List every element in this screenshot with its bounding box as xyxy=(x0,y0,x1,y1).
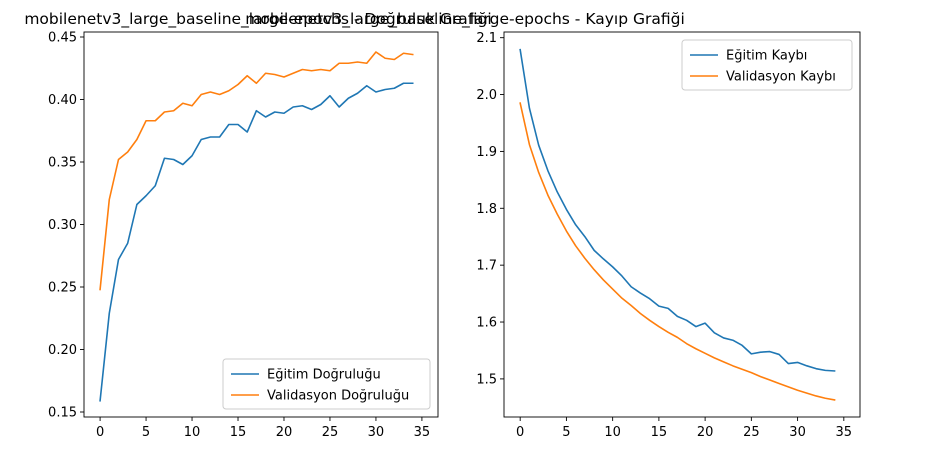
x-tick-label: 20 xyxy=(697,425,714,440)
legend-label-2: Validasyon Doğruluğu xyxy=(267,389,409,404)
x-tick-label: 15 xyxy=(230,425,247,440)
x-tick-label: 0 xyxy=(516,425,524,440)
y-tick-label: 0.35 xyxy=(48,156,77,171)
legend: Eğitim Doğruluğu Validasyon Doğruluğu xyxy=(222,358,431,410)
x-tick-label: 15 xyxy=(651,425,668,440)
y-tick-label: 1.6 xyxy=(476,316,497,331)
x-tick-label: 5 xyxy=(562,425,570,440)
legend-box xyxy=(681,39,853,91)
x-tick-label: 25 xyxy=(322,425,339,440)
y-tick-label: 2.0 xyxy=(476,88,497,103)
series-line-1 xyxy=(99,82,414,402)
y-tick-label: 0.25 xyxy=(48,281,77,296)
x-tick-label: 25 xyxy=(743,425,760,440)
x-tick-label: 30 xyxy=(789,425,806,440)
x-tick-label: 30 xyxy=(368,425,385,440)
y-tick-label: 1.7 xyxy=(476,259,497,274)
chart-panel-1: mobilenetv3_large_baseline_large-epochs … xyxy=(24,10,491,440)
y-tick-label: 1.9 xyxy=(476,145,497,160)
y-tick-label: 0.40 xyxy=(48,93,77,108)
x-tick-label: 10 xyxy=(604,425,621,440)
series-line-1 xyxy=(519,48,836,372)
x-tick-label: 5 xyxy=(142,425,150,440)
series-line-2 xyxy=(519,102,836,401)
chart-title: mobilenetv3_large_baseline_large-epochs … xyxy=(24,10,491,29)
x-tick-label: 10 xyxy=(184,425,201,440)
y-tick-label: 0.15 xyxy=(48,406,77,421)
y-tick-label: 1.8 xyxy=(476,202,497,217)
y-tick-label: 0.30 xyxy=(48,218,77,233)
plot-frame xyxy=(503,31,861,418)
series-line-2 xyxy=(99,51,414,291)
y-tick-label: 2.1 xyxy=(476,31,497,46)
legend-label-2: Validasyon Kaybı xyxy=(726,70,836,85)
y-tick-label: 0.45 xyxy=(48,31,77,46)
chart-panel-2: mobilenetv3_large_baseline_large-epochs … xyxy=(245,10,861,440)
x-tick-label: 35 xyxy=(414,425,431,440)
y-tick-label: 0.20 xyxy=(48,343,77,358)
x-tick-label: 20 xyxy=(276,425,293,440)
x-tick-label: 0 xyxy=(96,425,104,440)
legend: Eğitim Kaybı Validasyon Kaybı xyxy=(681,39,853,91)
legend-label-1: Eğitim Kaybı xyxy=(726,49,807,64)
x-tick-label: 35 xyxy=(836,425,853,440)
legend-box xyxy=(222,358,431,410)
y-tick-label: 1.5 xyxy=(476,372,497,387)
chart-title: mobilenetv3_large_baseline_large-epochs … xyxy=(245,10,685,29)
legend-label-1: Eğitim Doğruluğu xyxy=(267,368,381,383)
